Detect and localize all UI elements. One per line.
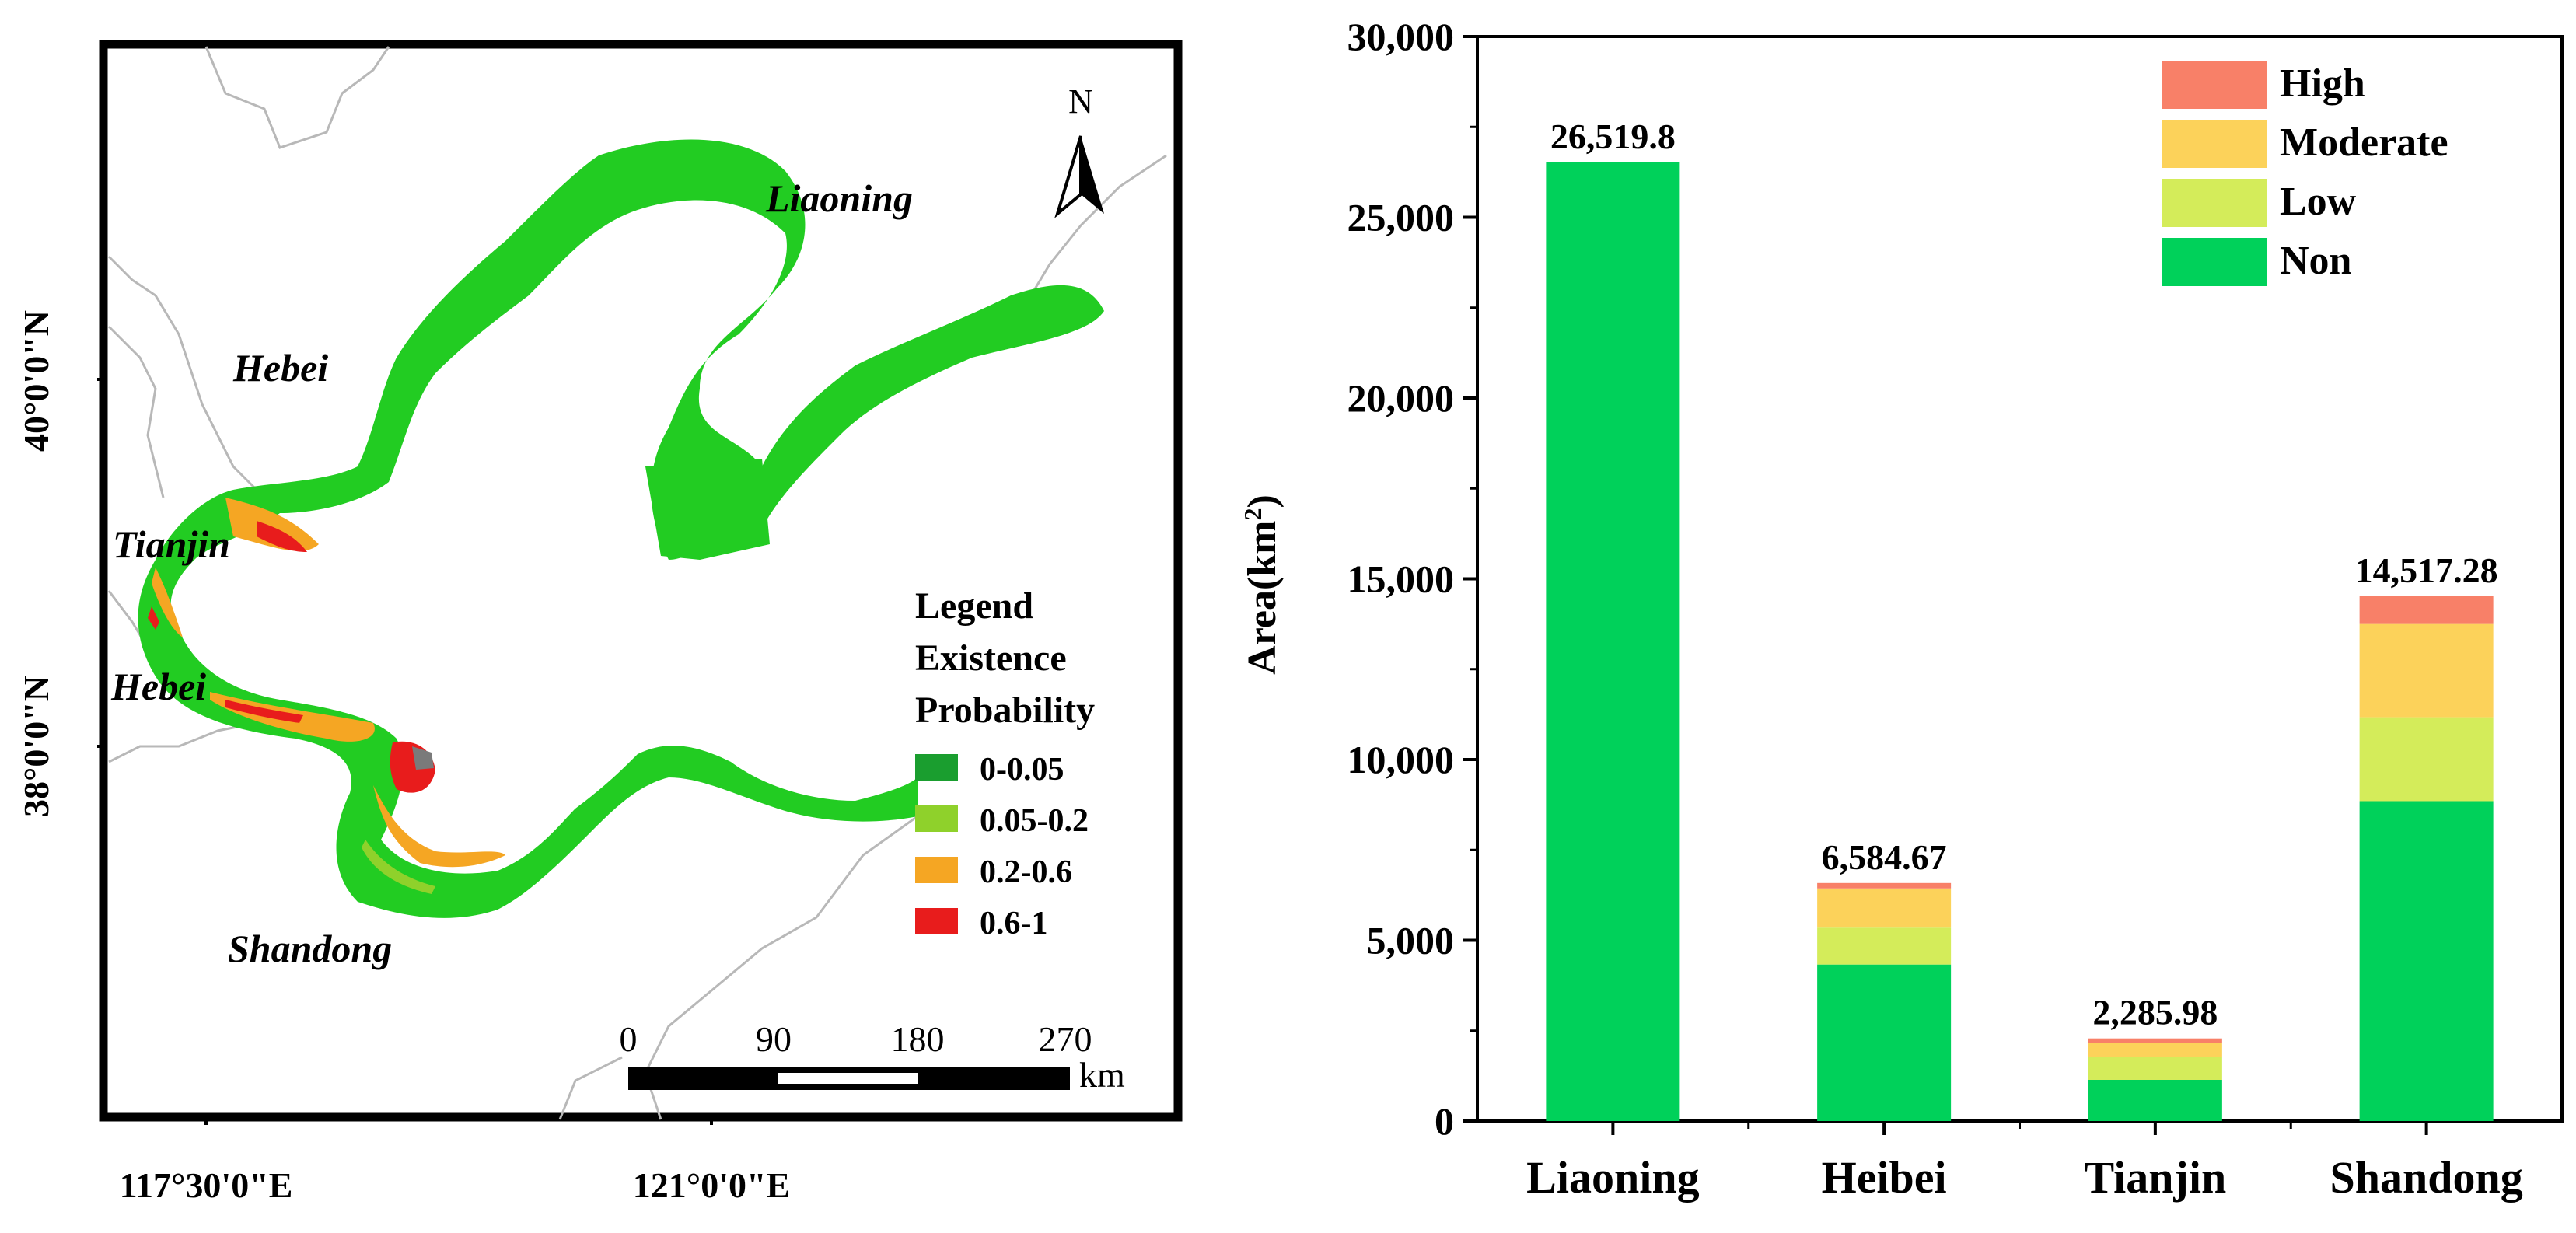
lon-label-121e: 121°0'0"E bbox=[633, 1165, 790, 1205]
y-tick-label: 5,000 bbox=[1367, 919, 1455, 962]
lat-label-40n: 40°0'0"N bbox=[16, 310, 56, 452]
chart-axes: 0 5,000 10,000 15,000 20,000 25,000 30,000 Liao… bbox=[1347, 15, 2564, 1203]
y-tick-label: 25,000 bbox=[1347, 196, 1455, 239]
x-tick-label: Shandong bbox=[2330, 1152, 2522, 1203]
y-tick-label: 0 bbox=[1435, 1099, 1454, 1143]
belt-orange-tianjin bbox=[225, 498, 319, 551]
x-tick-label: Heibei bbox=[1822, 1152, 1947, 1203]
belt-orange-laizhou bbox=[373, 785, 505, 868]
belt-red-hebei bbox=[225, 700, 303, 723]
scale-tick-3: 270 bbox=[1039, 1019, 1092, 1059]
y-tick-label: 15,000 bbox=[1347, 557, 1455, 601]
legend-label-0: 0-0.05 bbox=[980, 752, 1064, 788]
chart-legend: High Moderate Low Non bbox=[2162, 61, 2448, 286]
y-tick-label: 30,000 bbox=[1347, 15, 1455, 58]
y-tick-label: 10,000 bbox=[1347, 738, 1455, 781]
bar-segment-non bbox=[1817, 964, 1952, 1121]
plot-frame bbox=[1476, 35, 2564, 1123]
chart-legend-label: High bbox=[2280, 61, 2365, 106]
legend-label-1: 0.05-0.2 bbox=[980, 803, 1089, 839]
bar-segment-moderate bbox=[2088, 1043, 2222, 1057]
bar-segment-high bbox=[2359, 596, 2494, 624]
belt-gray-yellowriver bbox=[412, 746, 434, 770]
bar-segment-low bbox=[2088, 1057, 2222, 1080]
north-label: N bbox=[1068, 82, 1093, 121]
belt-red-tianjin bbox=[257, 521, 307, 552]
map-frame bbox=[99, 40, 1183, 1122]
scale-tick-1: 90 bbox=[756, 1019, 792, 1059]
bar-segment-non bbox=[2088, 1079, 2222, 1121]
scale-bar: 0 90 180 270 km bbox=[620, 1019, 1126, 1095]
legend-label-3: 0.6-1 bbox=[980, 906, 1048, 941]
chart-legend-swatch bbox=[2162, 179, 2267, 227]
scale-tick-2: 180 bbox=[891, 1019, 945, 1059]
legend-label-2: 0.2-0.6 bbox=[980, 854, 1072, 890]
x-tick-label: Liaoning bbox=[1526, 1152, 1699, 1203]
bar-segment-low bbox=[2359, 717, 2494, 802]
province-label-hebei-north: Hebei bbox=[232, 346, 328, 389]
lat-label-38n: 38°0'0"N bbox=[16, 676, 56, 817]
chart-legend-swatch bbox=[2162, 61, 2267, 109]
bar-segment-non bbox=[1546, 162, 1680, 1121]
legend-title-3: Probability bbox=[915, 690, 1095, 731]
x-tick-label: Tianjin bbox=[2085, 1152, 2227, 1203]
chart-legend-label: Non bbox=[2280, 239, 2352, 283]
legend-title-2: Existence bbox=[915, 637, 1067, 679]
y-tick-label: 20,000 bbox=[1347, 376, 1455, 420]
scale-unit: km bbox=[1079, 1055, 1125, 1095]
bar-segment-non bbox=[2359, 801, 2494, 1121]
bar-segment-moderate bbox=[1817, 888, 1952, 928]
coastal-probability-belt bbox=[138, 139, 1104, 918]
chart-bars bbox=[1546, 162, 2494, 1121]
chart-y-axis-label: Area(km2) bbox=[1239, 494, 1285, 675]
legend-swatch-3 bbox=[915, 908, 958, 934]
north-arrow-icon: N bbox=[1054, 82, 1104, 218]
chart-legend-swatch bbox=[2162, 238, 2267, 286]
belt-red-west bbox=[148, 606, 159, 630]
belt-green-peninsula bbox=[645, 459, 770, 560]
legend-swatch-0 bbox=[915, 754, 958, 781]
legend-swatch-1 bbox=[915, 805, 958, 832]
chart-labels: 26,519.8 6,584.67 2,285.98 14,517.28 bbox=[1550, 117, 2498, 1032]
bar-segment-high bbox=[1817, 882, 1952, 889]
bar-total-label: 26,519.8 bbox=[1550, 117, 1676, 156]
province-label-shandong: Shandong bbox=[228, 927, 392, 970]
chart-legend-swatch bbox=[2162, 120, 2267, 168]
bar-total-label: 14,517.28 bbox=[2355, 550, 2498, 590]
chart-legend-label: Low bbox=[2280, 180, 2357, 224]
province-label-tianjin: Tianjin bbox=[113, 522, 230, 566]
legend-swatch-2 bbox=[915, 857, 958, 883]
scale-tick-0: 0 bbox=[620, 1019, 638, 1059]
bar-total-label: 2,285.98 bbox=[2092, 993, 2218, 1032]
map-panel: Liaoning Hebei Tianjin Hebei Shandong N … bbox=[16, 40, 1183, 1205]
lon-label-117e: 117°30'0"E bbox=[120, 1165, 293, 1205]
chart-legend-label: Moderate bbox=[2280, 121, 2448, 165]
legend-title-1: Legend bbox=[915, 585, 1033, 627]
belt-orange-west bbox=[152, 568, 183, 637]
bar-segment-high bbox=[2088, 1038, 2222, 1043]
belt-lightgreen-laizhou bbox=[362, 840, 435, 894]
province-label-liaoning: Liaoning bbox=[765, 176, 913, 220]
bar-segment-low bbox=[1817, 927, 1952, 965]
bar-total-label: 6,584.67 bbox=[1822, 837, 1947, 877]
bar-segment-moderate bbox=[2359, 623, 2494, 718]
province-label-hebei-south: Hebei bbox=[110, 665, 206, 708]
map-legend: Legend Existence Probability 0-0.05 0.05… bbox=[915, 585, 1095, 941]
